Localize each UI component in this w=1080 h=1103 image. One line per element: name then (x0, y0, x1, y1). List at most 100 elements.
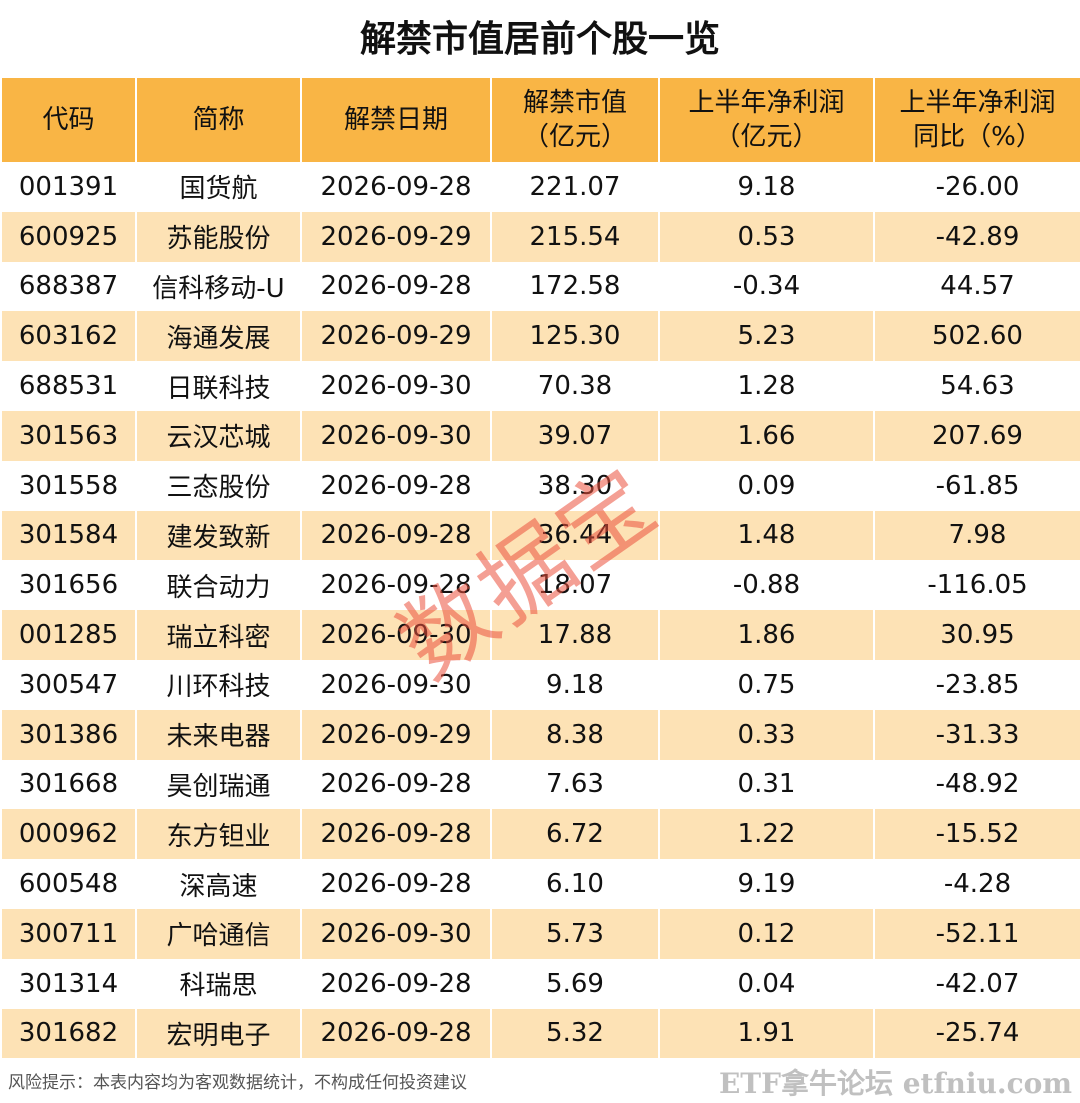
title: 解禁市值居前个股一览 (359, 19, 720, 60)
table-cell: -23.85 (873, 659, 1080, 710)
table-cell: -0.34 (658, 261, 875, 312)
table-cell: 1.66 (658, 410, 875, 461)
table-cell: 5.73 (490, 908, 660, 959)
table-cell: 9.19 (658, 859, 875, 909)
table-cell: 宏明电子 (135, 1008, 302, 1059)
table-cell: 70.38 (490, 361, 660, 411)
table-cell: -25.74 (873, 1008, 1080, 1059)
table-cell: 36.44 (490, 510, 660, 561)
header-row: 代码 简称 解禁日期 解禁市值 （亿元） 上半年净利润 （亿元） 上半年净利润 同比（%） (0, 78, 1080, 162)
table-cell: 1.86 (658, 610, 875, 660)
table-cell: 东方钽业 (135, 809, 302, 860)
table-cell: 信科移动-U (135, 261, 302, 312)
table-cell: 688387 (0, 261, 137, 312)
table-cell: 国货航 (135, 162, 302, 212)
table-cell: 6.72 (490, 809, 660, 860)
table-row: 301668 昊创瑞通 2026-09-28 7.63 0.31 -48.92 (0, 759, 1080, 810)
table-cell: 0.31 (658, 759, 875, 810)
column-header: 上半年净利润 （亿元） (658, 78, 875, 162)
table-cell: 2026-09-28 (300, 460, 492, 511)
table-cell: 1.28 (658, 361, 875, 411)
table-cell: 云汉芯城 (135, 410, 302, 461)
column-header: 上半年净利润 同比（%） (873, 78, 1080, 162)
table-row: 001391 国货航 2026-09-28 221.07 9.18 -26.00 (0, 162, 1080, 212)
table-cell: -31.33 (873, 709, 1080, 760)
table-cell: -48.92 (873, 759, 1080, 810)
table-cell: 301563 (0, 410, 137, 461)
table-cell: 日联科技 (135, 361, 302, 411)
table-cell: 600925 (0, 211, 137, 262)
table-cell: 125.30 (490, 311, 660, 362)
table-cell: 688531 (0, 361, 137, 411)
table-row: 001285 瑞立科密 2026-09-30 17.88 1.86 30.95 (0, 610, 1080, 660)
table-cell: 7.98 (873, 510, 1080, 561)
table-cell: 2026-09-28 (300, 859, 492, 909)
table-row: 300711 广哈通信 2026-09-30 5.73 0.12 -52.11 (0, 908, 1080, 959)
table-cell: 30.95 (873, 610, 1080, 660)
table-cell: 2026-09-30 (300, 410, 492, 461)
table-cell: 5.32 (490, 1008, 660, 1059)
table-row: 688531 日联科技 2026-09-30 70.38 1.28 54.63 (0, 361, 1080, 411)
site-watermark: ETF拿牛论坛 etfniu.com (718, 1067, 1072, 1100)
table-cell: 9.18 (490, 659, 660, 710)
table-cell: 1.48 (658, 510, 875, 561)
table-cell: 0.09 (658, 460, 875, 511)
table-cell: 44.57 (873, 261, 1080, 312)
table-row: 301386 未来电器 2026-09-29 8.38 0.33 -31.33 (0, 709, 1080, 760)
table-cell: 6.10 (490, 859, 660, 909)
table-cell: 建发致新 (135, 510, 302, 561)
table-row: 603162 海通发展 2026-09-29 125.30 5.23 502.60 (0, 311, 1080, 362)
table-cell: 38.30 (490, 460, 660, 511)
table-cell: 2026-09-29 (300, 211, 492, 262)
table-cell: 广哈通信 (135, 908, 302, 959)
table-cell: 502.60 (873, 311, 1080, 362)
table-cell: 2026-09-28 (300, 809, 492, 860)
table-cell: -42.07 (873, 958, 1080, 1009)
table-cell: 7.63 (490, 759, 660, 810)
table-cell: 9.18 (658, 162, 875, 212)
table-cell: -15.52 (873, 809, 1080, 860)
table-body: 001391 国货航 2026-09-28 221.07 9.18 -26.00 60092… (0, 162, 1080, 1059)
table-cell: 5.23 (658, 311, 875, 362)
table-cell: 川环科技 (135, 659, 302, 710)
table-cell: 2026-09-28 (300, 560, 492, 611)
table-cell: 300547 (0, 659, 137, 710)
table-cell: 2026-09-28 (300, 958, 492, 1009)
table-cell: 2026-09-28 (300, 510, 492, 561)
table-cell: 瑞立科密 (135, 610, 302, 660)
table-cell: 301682 (0, 1008, 137, 1059)
table-cell: 2026-09-29 (300, 709, 492, 760)
table-cell: 5.69 (490, 958, 660, 1009)
table-row: 600548 深高速 2026-09-28 6.10 9.19 -4.28 (0, 859, 1080, 909)
table-cell: 207.69 (873, 410, 1080, 461)
table-cell: 301314 (0, 958, 137, 1009)
table-row: 000962 东方钽业 2026-09-28 6.72 1.22 -15.52 (0, 809, 1080, 860)
table-cell: 301668 (0, 759, 137, 810)
table-row: 301314 科瑞思 2026-09-28 5.69 0.04 -42.07 (0, 958, 1080, 1009)
table-cell: 科瑞思 (135, 958, 302, 1009)
table-cell: 0.33 (658, 709, 875, 760)
table-cell: 未来电器 (135, 709, 302, 760)
column-header: 简称 (135, 78, 302, 162)
table-cell: -42.89 (873, 211, 1080, 262)
table-cell: 0.75 (658, 659, 875, 710)
table-cell: 0.04 (658, 958, 875, 1009)
table-cell: 301584 (0, 510, 137, 561)
table-cell: 2026-09-30 (300, 361, 492, 411)
table-cell: 1.22 (658, 809, 875, 860)
table-cell: -0.88 (658, 560, 875, 611)
table-cell: 301558 (0, 460, 137, 511)
column-header: 代码 (0, 78, 137, 162)
table-cell: 18.07 (490, 560, 660, 611)
table-cell: 301656 (0, 560, 137, 611)
table-cell: 联合动力 (135, 560, 302, 611)
table-cell: 0.12 (658, 908, 875, 959)
table-cell: 001391 (0, 162, 137, 212)
table-cell: 215.54 (490, 211, 660, 262)
table-cell: 2026-09-29 (300, 311, 492, 362)
table-cell: 172.58 (490, 261, 660, 312)
table-cell: 603162 (0, 311, 137, 362)
table-cell: 深高速 (135, 859, 302, 909)
table: 代码 简称 解禁日期 解禁市值 （亿元） 上半年净利润 （亿元） 上半年净利润 同比（%）… (0, 78, 1080, 1059)
